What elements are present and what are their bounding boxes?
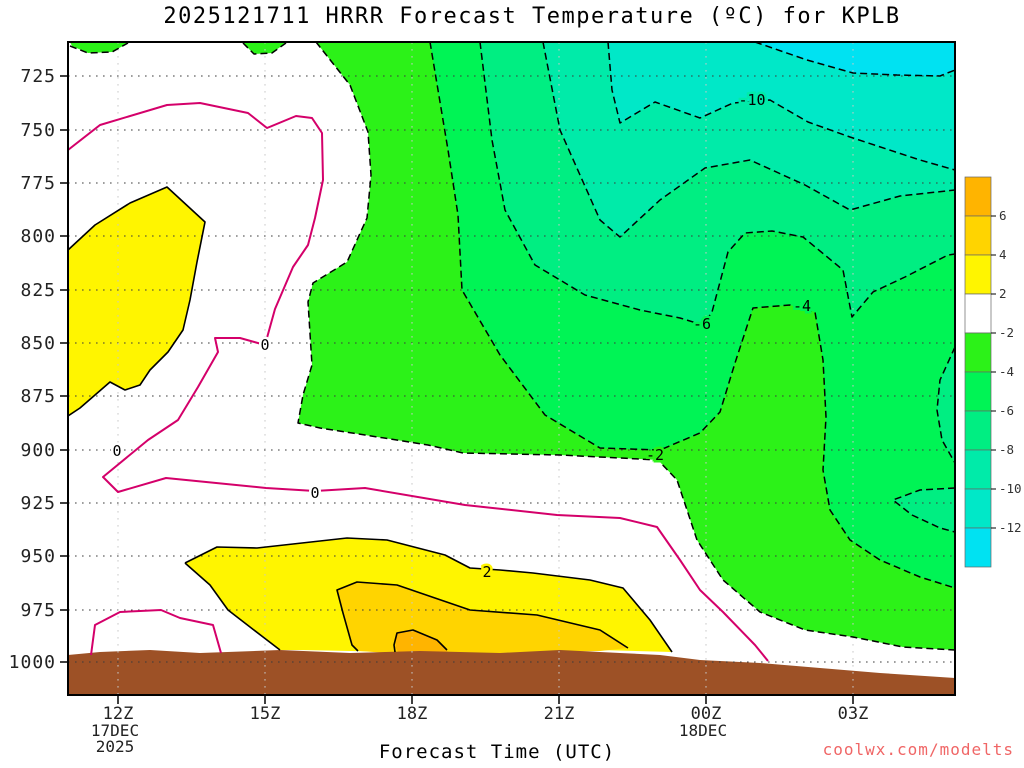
contour-line-minus4 <box>429 42 955 589</box>
contour-line-minus6 <box>479 42 955 326</box>
y-axis: 725 750 775 800 825 850 875 900 925 950 975 1000 <box>9 66 68 673</box>
y-tick-label: 775 <box>20 173 56 194</box>
colorbar-tick-label: -12 <box>999 520 1022 535</box>
colorbar-swatch <box>964 176 992 217</box>
contour-line-minus8 <box>542 42 955 238</box>
colorbar-swatch <box>964 254 992 295</box>
y-tick-label: 825 <box>20 280 56 301</box>
colorbar-swatch <box>964 293 992 334</box>
colorbar-tick-label: 6 <box>999 208 1007 223</box>
contour-line-plus2-surface-top <box>184 537 673 653</box>
colorbar-tick-label: 4 <box>999 247 1007 262</box>
contour-line-minus10 <box>607 42 955 171</box>
contour-region-orange-surface <box>394 630 448 655</box>
colorbar-tick-label: -10 <box>999 481 1022 496</box>
y-tick-label: 1000 <box>9 652 56 673</box>
contour-label: 0 <box>112 442 121 460</box>
contour-line-zero-line-arc-bottom-left <box>90 609 222 656</box>
x-tick-label: 21Z <box>544 704 575 724</box>
contour-label: 0 <box>310 484 319 502</box>
contour-line-plus2-surface-left <box>184 562 281 651</box>
colorbar-tick-label: 2 <box>999 286 1007 301</box>
contour-line-minus6-pocket-lower <box>892 487 955 533</box>
x-tick-date-label: 2025 <box>96 737 135 756</box>
y-tick-label: 850 <box>20 333 56 354</box>
contour-label: -10 <box>738 91 765 109</box>
colorbar-swatch <box>964 527 992 568</box>
y-tick-label: 800 <box>20 226 56 247</box>
contour-region-pocket-minus6-right-lower <box>893 488 955 532</box>
plot-border <box>67 41 956 696</box>
colorbar-swatch <box>964 332 992 373</box>
watermark-link: coolwx.com/modelts <box>822 740 1014 759</box>
x-tick-label: 00Z <box>691 704 722 724</box>
y-tick-label: 750 <box>20 120 56 141</box>
x-tick-label: 15Z <box>250 704 281 724</box>
y-tick-label: 875 <box>20 386 56 407</box>
colorbar-tick-label: -6 <box>999 403 1014 418</box>
colorbar-swatch <box>964 449 992 490</box>
chart-title: 2025121711 HRRR Forecast Temperature (ºC… <box>163 4 901 29</box>
contour-region-lime-sliver-mid <box>242 42 287 54</box>
colorbar-swatch <box>964 215 992 256</box>
colorbar-swatch <box>964 371 992 412</box>
contour-region-yellow-upper-left <box>68 187 205 416</box>
y-tick-label: 975 <box>20 600 56 621</box>
x-tick-label: 18Z <box>397 704 428 724</box>
contour-line-plus2-upper-left <box>68 186 206 417</box>
y-tick-label: 725 <box>20 66 56 87</box>
contour-line-plus6-orange <box>393 629 448 653</box>
contour-line-minus6-pocket-upper <box>936 346 955 464</box>
contour-lines <box>68 42 955 662</box>
x-tick-date-label: 18DEC <box>679 721 727 740</box>
colorbar-swatch <box>964 488 992 529</box>
contour-label: -2 <box>646 446 664 464</box>
contour-line-zero-line-main <box>68 102 769 662</box>
colorbar-tick-label: -4 <box>999 364 1014 379</box>
x-tick-label: 03Z <box>838 704 869 724</box>
colorbar: 6 4 2 -2 -4 -6 -8 -10 -12 <box>964 176 1022 568</box>
contour-line-minus2 <box>297 42 955 651</box>
contour-line-minus12 <box>754 42 955 77</box>
x-tick-date-label: 17DEC <box>91 721 139 740</box>
x-tick-label: 12Z <box>103 704 134 724</box>
colorbar-tick-label: -8 <box>999 442 1014 457</box>
y-tick-label: 950 <box>20 546 56 567</box>
contour-line-plus4-gold <box>336 581 629 652</box>
contour-label: 2 <box>482 563 491 581</box>
colorbar-tick-label: -2 <box>999 325 1014 340</box>
contour-label: 0 <box>260 336 269 354</box>
contour-region-terrain <box>68 650 955 695</box>
contour-label: -4 <box>793 297 811 315</box>
contour-line-minus2-sliver-mid <box>242 42 287 55</box>
contour-labels: 0 0 0 2 -2 -4 -6 -10 <box>110 89 814 584</box>
contour-region-band-minus12 <box>755 42 955 76</box>
y-tick-label: 900 <box>20 440 56 461</box>
x-axis-title: Forecast Time (UTC) <box>378 741 616 763</box>
y-tick-label: 925 <box>20 493 56 514</box>
contour-label: -6 <box>693 315 711 333</box>
colorbar-swatch <box>964 410 992 451</box>
filled-contour-regions <box>68 42 955 695</box>
